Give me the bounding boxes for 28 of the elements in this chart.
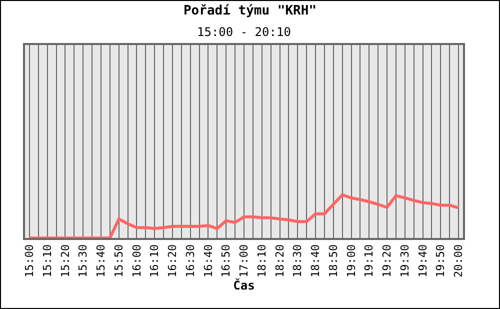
x-tick-label: 20:00 [452, 244, 466, 278]
x-tick-label: 15:30 [76, 244, 90, 278]
x-tick-label: 15:40 [94, 244, 108, 278]
chart-subtitle: 15:00 - 20:10 [197, 25, 291, 39]
x-axis-title: Čas [233, 278, 255, 293]
x-tick-label: 15:00 [23, 244, 36, 278]
x-tick-label: 15:20 [58, 244, 72, 278]
x-tick-label: 18:30 [291, 244, 304, 278]
x-tick-label: 19:40 [416, 244, 430, 278]
chart-title: Pořadí týmu "KRH" [183, 4, 317, 19]
x-tick-label: 19:10 [362, 244, 376, 278]
x-tick-label: 15:50 [112, 244, 126, 278]
x-tick-label: 18:50 [326, 244, 340, 278]
x-tick-label: 18:20 [273, 244, 286, 278]
x-tick-label: 19:30 [398, 244, 412, 278]
x-tick-label: 16:40 [202, 244, 215, 278]
x-tick-label: 19:20 [380, 244, 394, 278]
x-tick-label: 17:00 [238, 244, 251, 278]
x-tick-label: 16:20 [166, 244, 180, 278]
x-tick-label: 16:00 [130, 244, 144, 278]
x-tick-label: 18:40 [309, 244, 322, 278]
x-tick-label: 16:30 [184, 244, 197, 278]
x-tick-label: 16:50 [220, 244, 233, 278]
x-tick-label: 15:10 [40, 244, 54, 278]
x-tick-label: 19:00 [344, 244, 358, 278]
x-tick-label: 18:10 [255, 244, 268, 278]
x-tick-label: 19:50 [434, 244, 448, 278]
x-tick-label: 16:10 [148, 244, 162, 278]
